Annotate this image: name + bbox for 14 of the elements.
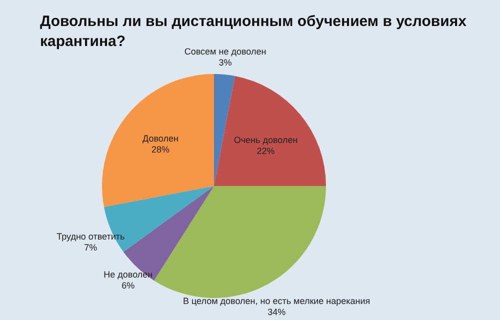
slice-label: Доволен (142, 134, 178, 144)
pie-slice (214, 74, 235, 186)
slice-label: Очень доволен (234, 135, 298, 146)
pie-slice (154, 186, 326, 298)
data-label: 7% (84, 242, 98, 252)
data-label: 22% (256, 146, 275, 156)
data-label: 28% (151, 144, 170, 155)
slice-label: В целом доволен, но есть мелкие нарекания (182, 296, 370, 306)
data-label: 6% (122, 280, 135, 290)
pie-slice (102, 74, 214, 207)
data-label: 3% (218, 58, 232, 68)
pie-slice (214, 76, 326, 186)
data-label: 34% (268, 306, 286, 317)
slice-label: Совсем не доволен (184, 46, 266, 57)
